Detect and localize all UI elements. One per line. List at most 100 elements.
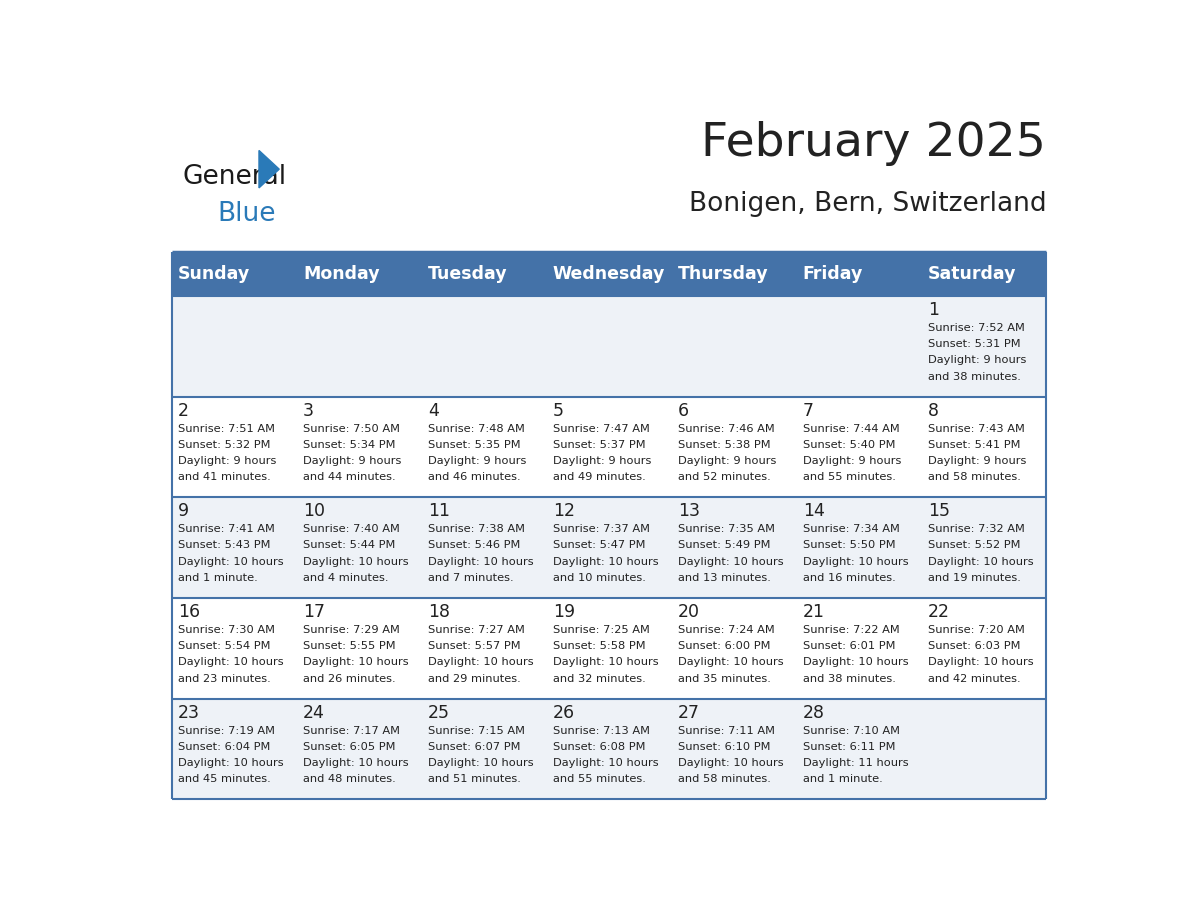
Text: Sunday: Sunday	[178, 264, 251, 283]
Text: 18: 18	[428, 603, 450, 621]
Text: and 38 minutes.: and 38 minutes.	[803, 674, 896, 684]
Bar	[796, 297, 921, 397]
Bar	[422, 252, 546, 297]
Text: and 58 minutes.: and 58 minutes.	[678, 774, 771, 784]
Text: 22: 22	[928, 603, 949, 621]
Text: Daylight: 9 hours: Daylight: 9 hours	[552, 456, 651, 466]
Text: Sunset: 5:50 PM: Sunset: 5:50 PM	[803, 541, 896, 551]
Bar	[921, 598, 1047, 699]
Text: Sunset: 5:55 PM: Sunset: 5:55 PM	[303, 641, 396, 651]
Text: Sunrise: 7:25 AM: Sunrise: 7:25 AM	[552, 625, 650, 635]
Text: 5: 5	[552, 402, 564, 420]
Text: 26: 26	[552, 703, 575, 722]
Text: Sunrise: 7:35 AM: Sunrise: 7:35 AM	[678, 524, 775, 534]
Text: and 19 minutes.: and 19 minutes.	[928, 573, 1020, 583]
Bar	[297, 699, 422, 800]
Text: and 26 minutes.: and 26 minutes.	[303, 674, 396, 684]
Bar	[171, 252, 297, 297]
Text: Monday: Monday	[303, 264, 379, 283]
Text: 25: 25	[428, 703, 450, 722]
Text: Sunrise: 7:43 AM: Sunrise: 7:43 AM	[928, 423, 1024, 433]
Text: Daylight: 10 hours: Daylight: 10 hours	[178, 758, 284, 768]
Text: Sunset: 5:43 PM: Sunset: 5:43 PM	[178, 541, 271, 551]
Text: Sunrise: 7:52 AM: Sunrise: 7:52 AM	[928, 323, 1024, 333]
Text: 8: 8	[928, 402, 939, 420]
Bar	[422, 397, 546, 498]
Bar	[671, 397, 796, 498]
Text: and 13 minutes.: and 13 minutes.	[678, 573, 771, 583]
Text: Sunset: 6:04 PM: Sunset: 6:04 PM	[178, 742, 271, 752]
Text: Daylight: 10 hours: Daylight: 10 hours	[428, 758, 533, 768]
Text: Sunset: 5:32 PM: Sunset: 5:32 PM	[178, 440, 271, 450]
Text: and 55 minutes.: and 55 minutes.	[552, 774, 646, 784]
Text: Bonigen, Bern, Switzerland: Bonigen, Bern, Switzerland	[689, 191, 1047, 217]
Text: Daylight: 10 hours: Daylight: 10 hours	[303, 657, 409, 667]
Text: Sunrise: 7:38 AM: Sunrise: 7:38 AM	[428, 524, 525, 534]
Text: Sunset: 5:38 PM: Sunset: 5:38 PM	[678, 440, 770, 450]
Bar	[297, 297, 422, 397]
Text: 7: 7	[803, 402, 814, 420]
Text: Daylight: 10 hours: Daylight: 10 hours	[552, 758, 658, 768]
Text: and 49 minutes.: and 49 minutes.	[552, 473, 645, 482]
Text: 11: 11	[428, 502, 450, 521]
Bar	[796, 598, 921, 699]
Text: Sunset: 6:07 PM: Sunset: 6:07 PM	[428, 742, 520, 752]
Text: Daylight: 10 hours: Daylight: 10 hours	[678, 556, 783, 566]
Text: and 29 minutes.: and 29 minutes.	[428, 674, 520, 684]
Bar	[921, 397, 1047, 498]
Text: and 32 minutes.: and 32 minutes.	[552, 674, 645, 684]
Text: 17: 17	[303, 603, 324, 621]
Text: Sunrise: 7:51 AM: Sunrise: 7:51 AM	[178, 423, 274, 433]
Bar	[297, 397, 422, 498]
Text: Daylight: 10 hours: Daylight: 10 hours	[303, 758, 409, 768]
Text: and 35 minutes.: and 35 minutes.	[678, 674, 771, 684]
Text: Daylight: 10 hours: Daylight: 10 hours	[428, 556, 533, 566]
Text: Sunset: 5:47 PM: Sunset: 5:47 PM	[552, 541, 645, 551]
Text: Sunset: 5:35 PM: Sunset: 5:35 PM	[428, 440, 520, 450]
Text: and 41 minutes.: and 41 minutes.	[178, 473, 271, 482]
Text: Daylight: 11 hours: Daylight: 11 hours	[803, 758, 909, 768]
Bar	[297, 252, 422, 297]
Text: Tuesday: Tuesday	[428, 264, 507, 283]
Text: Sunset: 5:41 PM: Sunset: 5:41 PM	[928, 440, 1020, 450]
Bar	[422, 598, 546, 699]
Text: 2: 2	[178, 402, 189, 420]
Text: and 46 minutes.: and 46 minutes.	[428, 473, 520, 482]
Text: and 58 minutes.: and 58 minutes.	[928, 473, 1020, 482]
Text: 24: 24	[303, 703, 324, 722]
Bar	[546, 699, 671, 800]
Bar	[921, 498, 1047, 598]
Text: Daylight: 9 hours: Daylight: 9 hours	[928, 456, 1026, 466]
Text: Sunrise: 7:10 AM: Sunrise: 7:10 AM	[803, 725, 899, 735]
Text: 3: 3	[303, 402, 314, 420]
Text: Wednesday: Wednesday	[552, 264, 665, 283]
Bar	[297, 598, 422, 699]
Text: Sunset: 5:54 PM: Sunset: 5:54 PM	[178, 641, 271, 651]
Text: Sunrise: 7:44 AM: Sunrise: 7:44 AM	[803, 423, 899, 433]
Text: Sunrise: 7:41 AM: Sunrise: 7:41 AM	[178, 524, 274, 534]
Text: Daylight: 9 hours: Daylight: 9 hours	[678, 456, 776, 466]
Bar	[546, 598, 671, 699]
Text: 16: 16	[178, 603, 200, 621]
Text: Sunrise: 7:48 AM: Sunrise: 7:48 AM	[428, 423, 525, 433]
Bar	[671, 498, 796, 598]
Text: and 48 minutes.: and 48 minutes.	[303, 774, 396, 784]
Bar	[921, 252, 1047, 297]
Bar	[671, 699, 796, 800]
Polygon shape	[259, 151, 279, 188]
Text: Daylight: 10 hours: Daylight: 10 hours	[678, 758, 783, 768]
Text: Sunset: 5:37 PM: Sunset: 5:37 PM	[552, 440, 645, 450]
Text: Daylight: 9 hours: Daylight: 9 hours	[178, 456, 277, 466]
Bar	[546, 397, 671, 498]
Text: Sunset: 6:03 PM: Sunset: 6:03 PM	[928, 641, 1020, 651]
Text: Sunrise: 7:32 AM: Sunrise: 7:32 AM	[928, 524, 1024, 534]
Text: Daylight: 9 hours: Daylight: 9 hours	[303, 456, 402, 466]
Text: 23: 23	[178, 703, 200, 722]
Bar	[171, 498, 297, 598]
Text: Sunset: 5:57 PM: Sunset: 5:57 PM	[428, 641, 520, 651]
Text: Sunset: 6:01 PM: Sunset: 6:01 PM	[803, 641, 896, 651]
Text: Sunset: 5:44 PM: Sunset: 5:44 PM	[303, 541, 396, 551]
Text: Sunrise: 7:27 AM: Sunrise: 7:27 AM	[428, 625, 525, 635]
Bar	[796, 498, 921, 598]
Text: Sunset: 5:49 PM: Sunset: 5:49 PM	[678, 541, 770, 551]
